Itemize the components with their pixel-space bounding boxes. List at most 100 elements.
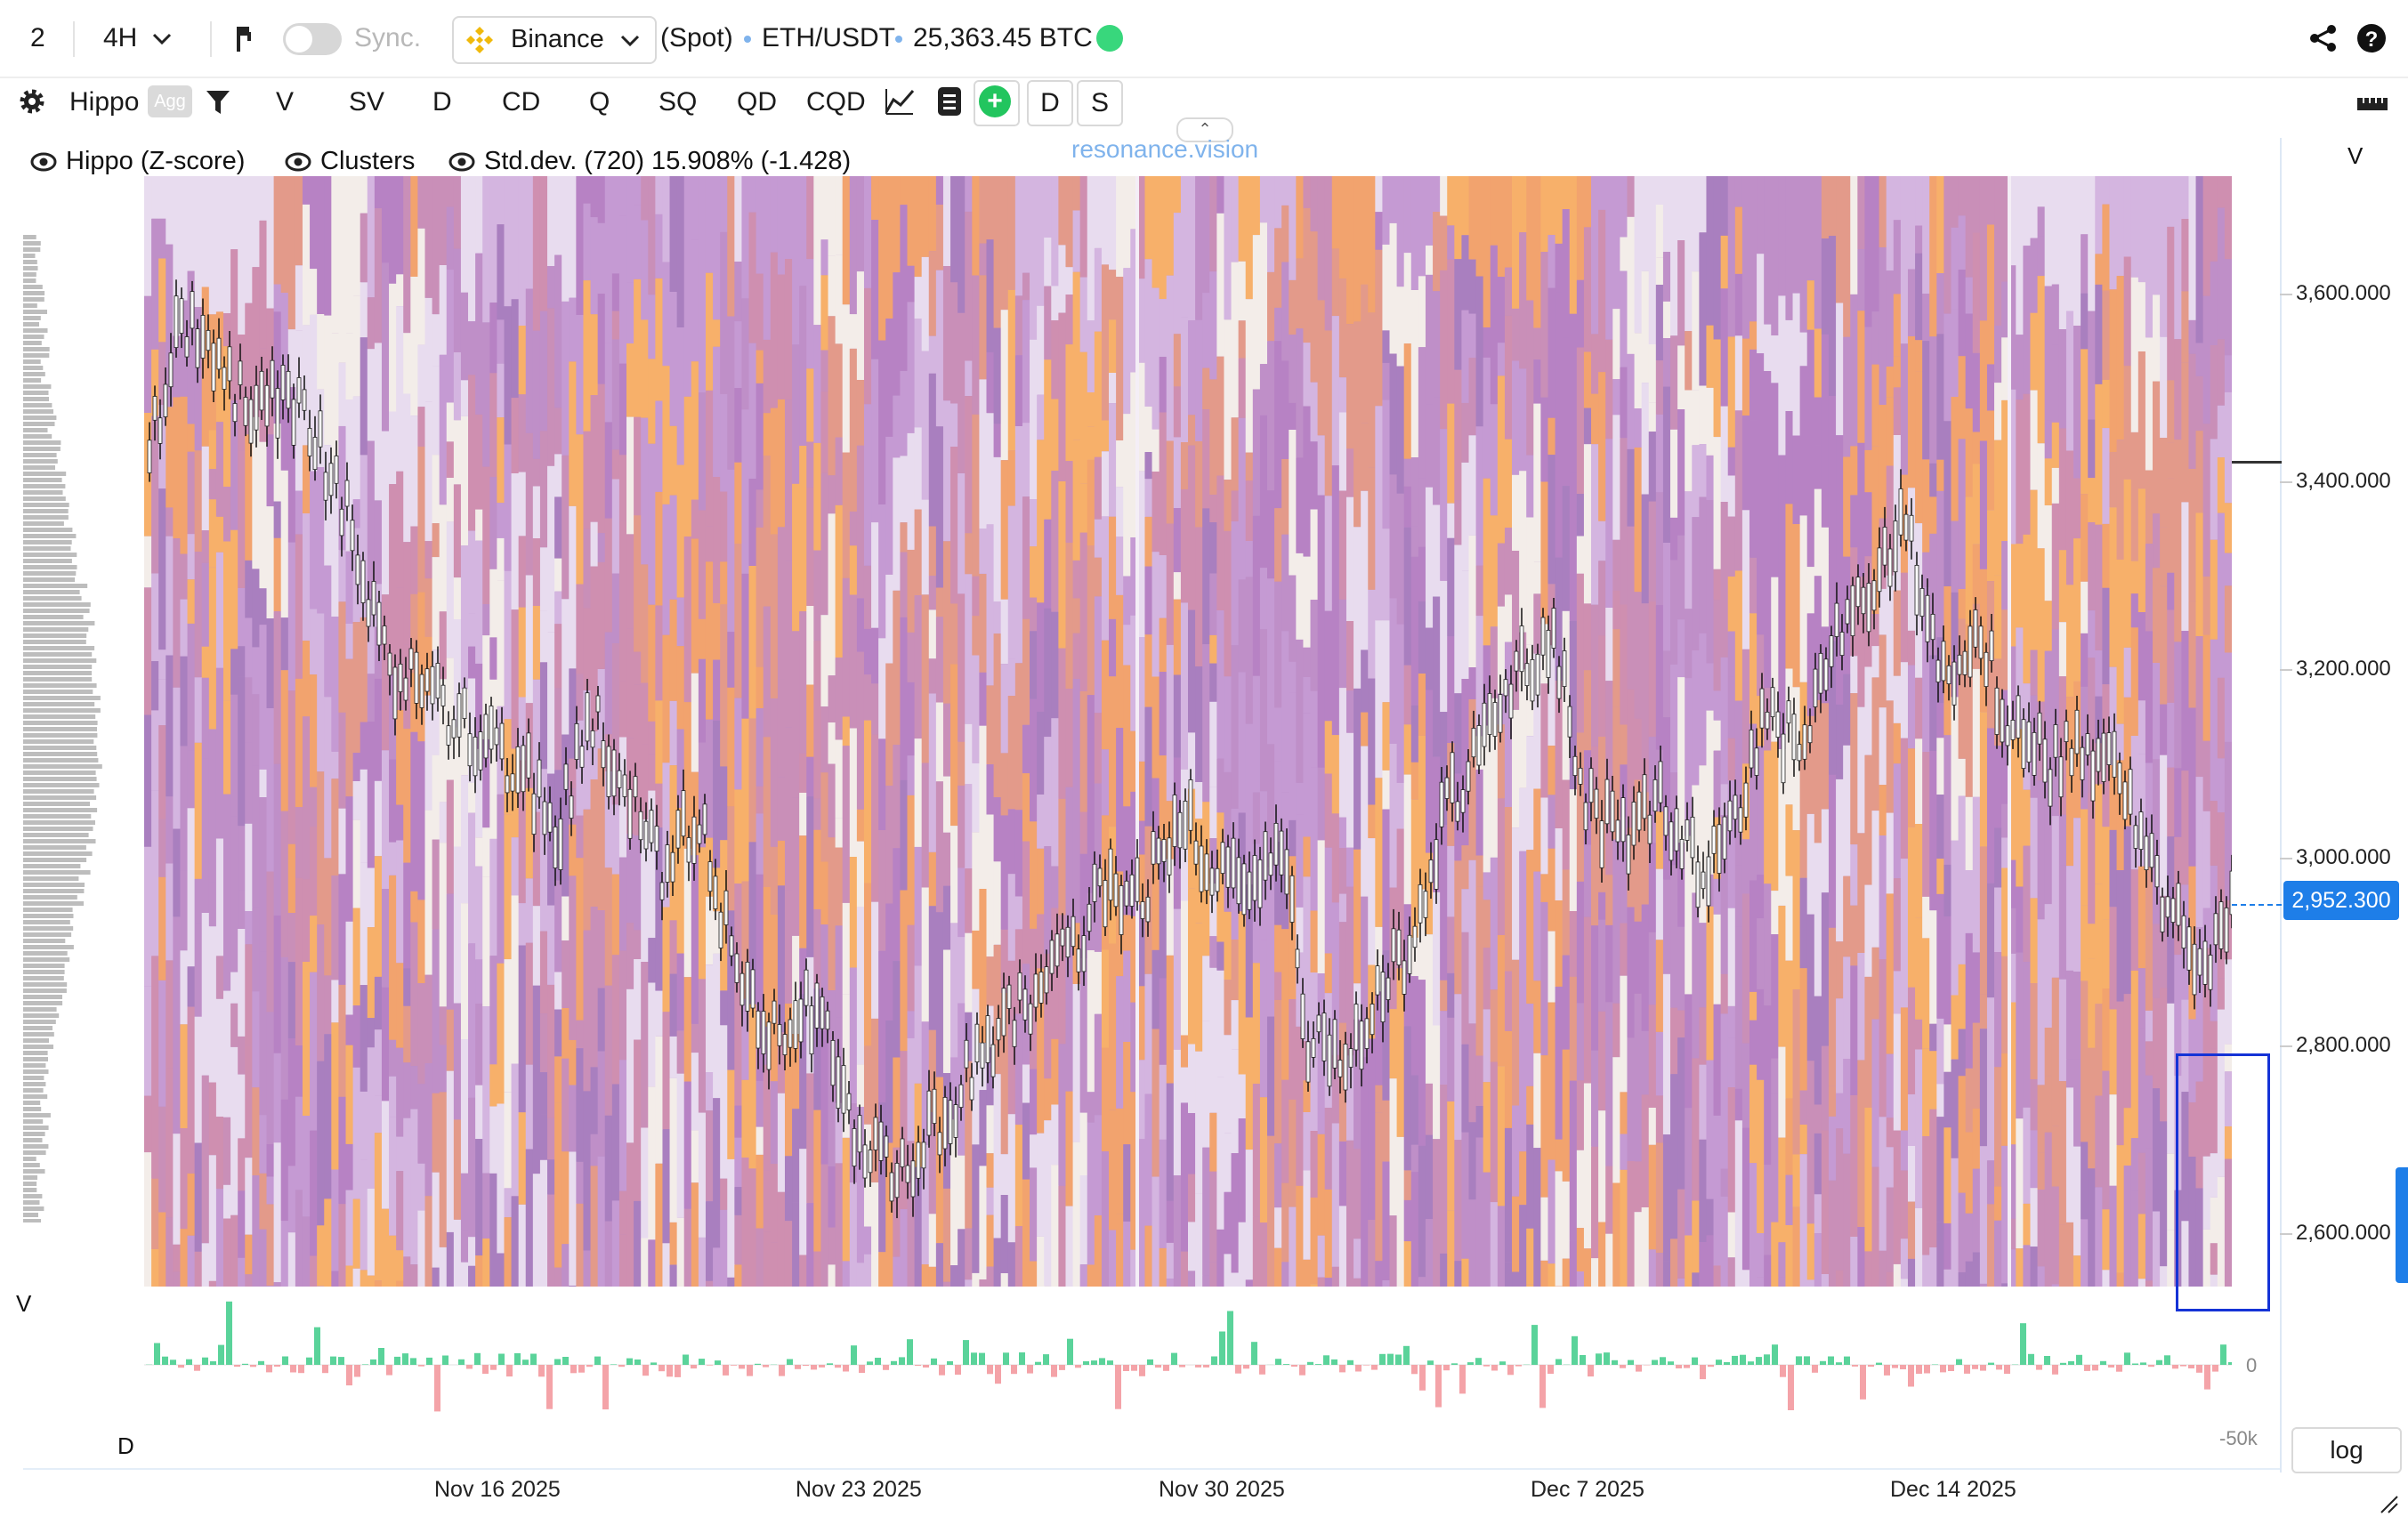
- agg-badge[interactable]: Agg: [148, 85, 192, 117]
- resize-handle-icon[interactable]: [2378, 1493, 2401, 1516]
- paint-roller-icon[interactable]: [235, 25, 255, 53]
- btn-d[interactable]: D: [432, 87, 452, 117]
- heatmap-cell: [1317, 300, 1326, 436]
- profile-bar: [23, 1094, 48, 1099]
- btn-box-d[interactable]: D: [1027, 80, 1073, 126]
- heatmap-cell: [1030, 698, 1038, 822]
- heatmap-cell: [331, 751, 340, 779]
- btn-qd[interactable]: QD: [737, 87, 777, 117]
- heatmap-cell: [669, 1077, 678, 1222]
- btn-cd[interactable]: CD: [502, 87, 541, 117]
- btn-v[interactable]: V: [276, 87, 295, 117]
- delta-bar: [1620, 1365, 1626, 1368]
- share-icon[interactable]: [2308, 23, 2339, 53]
- exchange-select[interactable]: Binance: [452, 16, 657, 64]
- heatmap-cell: [374, 208, 383, 343]
- profile-bar: [23, 403, 53, 407]
- heatmap-column: [173, 176, 182, 1287]
- symbol-label[interactable]: ETH/USDT: [762, 23, 895, 52]
- x-tick-label: Dec 7 2025: [1531, 1477, 1644, 1502]
- heatmap-cell: [648, 754, 656, 791]
- legend-stddev[interactable]: Std.dev. (720) 15.908% (-1.428): [448, 142, 851, 180]
- heatmap-cell: [562, 1244, 570, 1287]
- heatmap-cell: [842, 716, 851, 746]
- legend-hippo-zscore[interactable]: Hippo (Z-score): [30, 142, 245, 180]
- heatmap-cell: [705, 896, 714, 965]
- heatmap-cell: [576, 434, 585, 585]
- legend-clusters[interactable]: Clusters: [285, 142, 415, 180]
- heatmap-cell: [1159, 1139, 1168, 1248]
- sync-toggle[interactable]: [283, 23, 342, 55]
- heatmap-cell: [1014, 1125, 1023, 1227]
- collapse-toolbar-button[interactable]: ⌃: [1176, 117, 1233, 142]
- chevron-down-icon[interactable]: [151, 30, 173, 48]
- line-chart-icon[interactable]: [885, 87, 915, 116]
- heatmap-cell: [338, 176, 347, 304]
- scroll-handle[interactable]: [2396, 1167, 2408, 1283]
- btn-sq[interactable]: SQ: [659, 87, 698, 117]
- chevron-down-icon: [620, 35, 640, 47]
- layout-index[interactable]: 2: [30, 23, 45, 52]
- heatmap-cell: [410, 416, 419, 527]
- heatmap-cell: [1303, 836, 1312, 877]
- profile-bar: [23, 496, 66, 501]
- btn-box-s[interactable]: S: [1077, 80, 1123, 126]
- heatmap-cell: [1368, 589, 1376, 679]
- candle: [2016, 685, 2021, 758]
- btn-q[interactable]: Q: [589, 87, 610, 117]
- heatmap-cell: [734, 1214, 743, 1265]
- heatmap-cell: [331, 1271, 340, 1287]
- document-icon[interactable]: [936, 85, 963, 117]
- filter-icon[interactable]: [205, 89, 231, 116]
- heatmap-cell: [871, 1182, 879, 1287]
- add-indicator-button[interactable]: [974, 80, 1020, 126]
- profile-bar: [23, 658, 97, 663]
- gear-icon[interactable]: [18, 87, 46, 116]
- heatmap-cell: [691, 855, 699, 1024]
- volume-bar: [2164, 1355, 2170, 1365]
- timeframe-select[interactable]: 4H: [103, 23, 138, 52]
- heatmap-cell: [691, 361, 699, 500]
- ruler-icon[interactable]: [2356, 93, 2388, 112]
- candle: [1316, 1002, 1321, 1044]
- candle: [1572, 746, 1578, 795]
- candle: [1599, 800, 1604, 883]
- heatmap-cell: [907, 1141, 916, 1287]
- heatmap-cell: [1166, 440, 1175, 524]
- candle: [478, 714, 483, 781]
- heatmap-cell: [1022, 176, 1030, 273]
- heatmap-cell: [1425, 852, 1434, 935]
- help-icon[interactable]: ?: [2356, 23, 2387, 53]
- heatmap-cell: [310, 787, 318, 827]
- heatmap-cell: [1375, 1261, 1384, 1287]
- connection-status-icon: [1096, 25, 1123, 52]
- heatmap-cell: [1454, 1261, 1463, 1287]
- eye-icon[interactable]: [285, 149, 311, 175]
- heatmap-cell: [432, 1267, 440, 1287]
- indicator-name[interactable]: Hippo: [69, 87, 140, 117]
- log-scale-button[interactable]: log: [2291, 1427, 2402, 1473]
- profile-bar: [23, 278, 36, 283]
- heatmap-cell: [532, 679, 541, 812]
- btn-sv[interactable]: SV: [349, 87, 385, 117]
- heatmap-column: [280, 176, 289, 1287]
- time-axis-line: [23, 1468, 2280, 1470]
- heatmap-cell: [1245, 1017, 1254, 1150]
- heatmap-cell: [784, 176, 793, 259]
- heatmap-cell: [907, 1011, 916, 1038]
- candle: [649, 798, 654, 852]
- heatmap-cell: [410, 731, 419, 892]
- candle: [665, 830, 670, 898]
- heatmap-cell: [856, 841, 865, 908]
- heatmap-cell: [1058, 1044, 1067, 1186]
- eye-icon[interactable]: [448, 149, 475, 175]
- candle: [211, 329, 216, 402]
- heatmap-cell: [482, 738, 490, 828]
- profile-bar: [23, 291, 45, 295]
- heatmap-column: [950, 176, 958, 1287]
- heatmap-cell: [187, 176, 196, 271]
- btn-cqd[interactable]: CQD: [806, 87, 866, 117]
- heatmap-cell: [1159, 841, 1168, 979]
- heatmap-cell: [669, 176, 678, 292]
- eye-icon[interactable]: [30, 149, 57, 175]
